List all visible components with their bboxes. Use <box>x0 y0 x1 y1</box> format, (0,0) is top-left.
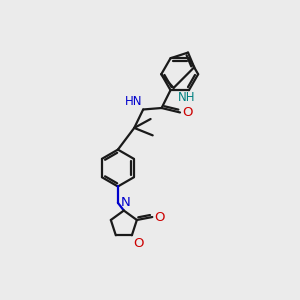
Text: O: O <box>134 237 144 250</box>
Text: N: N <box>120 196 130 209</box>
Text: NH: NH <box>178 92 195 104</box>
Text: O: O <box>154 211 165 224</box>
Text: HN: HN <box>124 95 142 108</box>
Text: O: O <box>182 106 192 119</box>
